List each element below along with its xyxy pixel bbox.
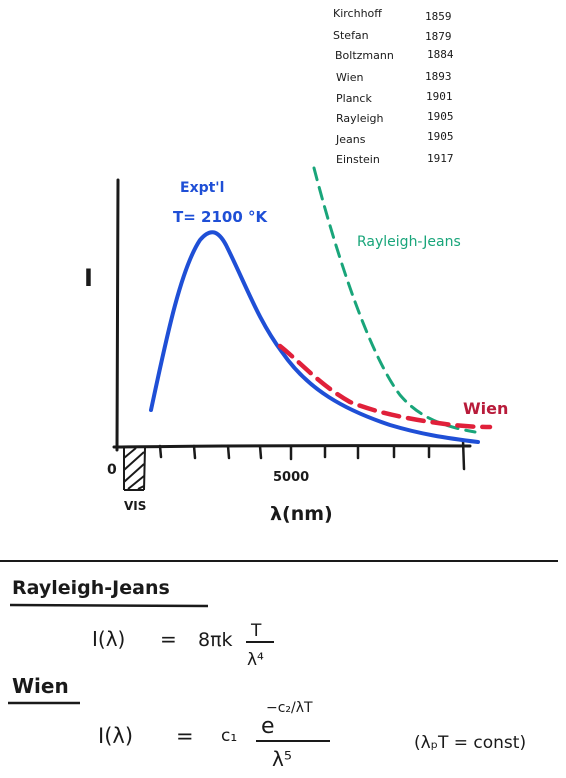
vis-label: VIS [124, 499, 146, 513]
wien-title: Wien [12, 674, 69, 698]
wien-curve [277, 343, 493, 430]
timeline-table: Kirchhoff 1859 Stefan 1879 Boltzmann 188… [333, 7, 454, 166]
wien-label: Wien [463, 399, 508, 418]
y-axis [115, 178, 120, 452]
experimental-temperature-label: T= 2100 °K [173, 208, 268, 226]
timeline-name: Jeans [335, 133, 366, 146]
timeline-name: Boltzmann [335, 49, 394, 62]
rayleigh-jeans-title: Rayleigh-Jeans [12, 577, 170, 599]
timeline-name: Stefan [333, 29, 369, 42]
timeline-year: 1905 [427, 130, 454, 143]
origin-label: 0 [107, 462, 117, 478]
rj-numerator: T [250, 621, 262, 641]
y-axis-label: I [84, 264, 93, 292]
wien-exponent: −c₂/λT [266, 700, 313, 716]
plot-axes [112, 178, 472, 471]
rj-denominator: λ⁴ [247, 650, 264, 670]
wien-lhs: I(λ) [98, 724, 133, 748]
section-divider [0, 560, 559, 563]
timeline-name: Wien [336, 71, 363, 84]
rayleigh-jeans-formula: Rayleigh-Jeans I(λ) = 8πk T λ⁴ [9, 577, 274, 670]
experimental-label: Expt'l [180, 180, 224, 196]
timeline-year: 1901 [426, 90, 453, 103]
timeline-name: Kirchhoff [333, 7, 382, 20]
rj-coefficient: 8πk [198, 629, 233, 651]
x-axis [112, 444, 472, 449]
visible-band [123, 447, 146, 491]
rj-equals: = [160, 627, 177, 651]
wien-displacement-note: (λₚT = const) [414, 733, 526, 753]
x-axis-ticks [158, 438, 466, 471]
timeline-name: Einstein [336, 153, 380, 166]
wien-coefficient: c₁ [221, 726, 237, 746]
wien-denominator: λ⁵ [272, 747, 292, 771]
wien-exponential: e [261, 714, 275, 739]
timeline-year: 1905 [427, 110, 454, 123]
timeline-name: Planck [336, 92, 372, 105]
wien-equals: = [176, 724, 194, 748]
timeline-name: Rayleigh [336, 112, 384, 125]
timeline-year: 1893 [425, 70, 452, 83]
rj-lhs: I(λ) [92, 627, 125, 651]
x-axis-label: λ(nm) [270, 503, 333, 525]
rayleigh-jeans-label: Rayleigh-Jeans [357, 234, 461, 250]
timeline-year: 1859 [425, 10, 452, 23]
experimental-curve [149, 230, 480, 444]
tick-5000-label: 5000 [273, 470, 309, 485]
timeline-year: 1879 [425, 30, 452, 43]
wien-formula: Wien I(λ) = c₁ e −c₂/λT λ⁵ (λₚT = const) [8, 674, 526, 771]
rayleigh-jeans-title-underline [9, 603, 209, 608]
timeline-year: 1917 [427, 152, 454, 165]
timeline-year: 1884 [427, 48, 454, 61]
